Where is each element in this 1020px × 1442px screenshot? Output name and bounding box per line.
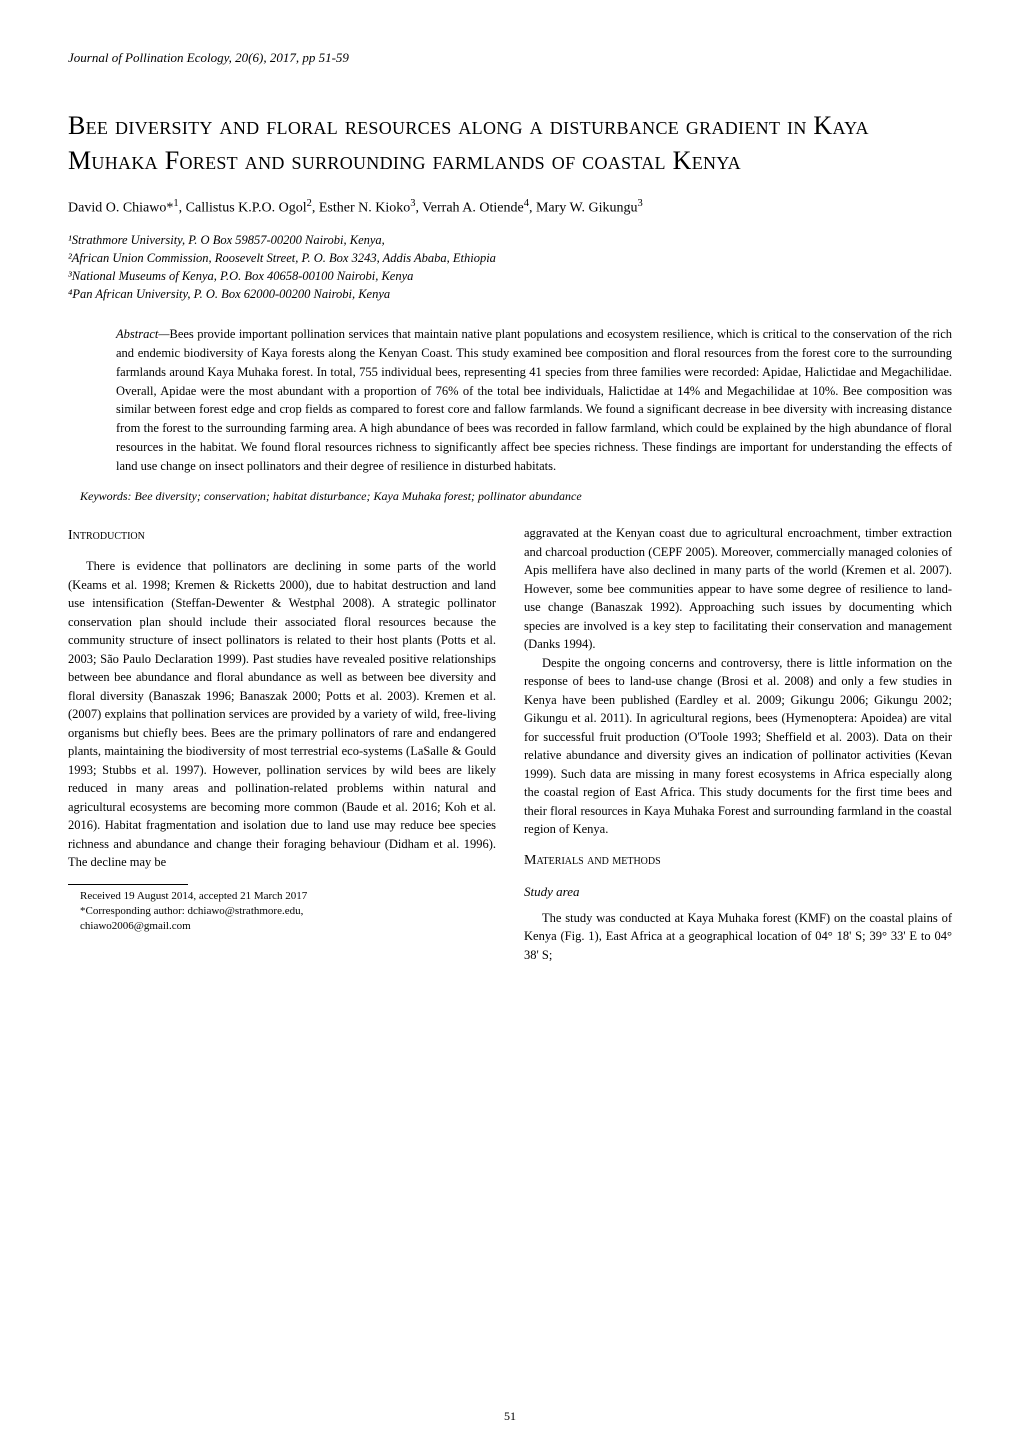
footnote-email: chiawo2006@gmail.com — [68, 919, 496, 934]
affiliation-line: ⁴Pan African University, P. O. Box 62000… — [68, 285, 952, 303]
intro-paragraph-2: Despite the ongoing concerns and controv… — [524, 654, 952, 839]
affiliation-line: ²African Union Commission, Roosevelt Str… — [68, 249, 952, 267]
subsection-heading-study-area: Study area — [524, 882, 952, 901]
page-number: 51 — [0, 1409, 1020, 1424]
abstract-text: Bees provide important pollination servi… — [116, 327, 952, 472]
affiliation-line: ¹Strathmore University, P. O Box 59857-0… — [68, 231, 952, 249]
article-title: Bee diversity and floral resources along… — [68, 108, 952, 178]
footnote-rule — [68, 884, 188, 885]
section-heading-methods: Materials and methods — [524, 851, 952, 872]
keywords-line: Keywords: Bee diversity; conservation; h… — [68, 489, 952, 504]
journal-header: Journal of Pollination Ecology, 20(6), 2… — [68, 50, 952, 66]
affiliations-block: ¹Strathmore University, P. O Box 59857-0… — [68, 231, 952, 304]
abstract-label: Abstract— — [116, 327, 169, 341]
footnote-received: Received 19 August 2014, accepted 21 Mar… — [68, 889, 496, 904]
intro-paragraph-1-continued: aggravated at the Kenyan coast due to ag… — [524, 524, 952, 654]
footnote-corresponding: *Corresponding author: dchiawo@strathmor… — [68, 904, 496, 919]
right-column: aggravated at the Kenyan coast due to ag… — [524, 524, 952, 964]
two-column-body: Introduction There is evidence that poll… — [68, 524, 952, 964]
abstract-block: Abstract—Bees provide important pollinat… — [68, 325, 952, 475]
intro-paragraph-1: There is evidence that pollinators are d… — [68, 557, 496, 872]
author-line: David O. Chiawo*1, Callistus K.P.O. Ogol… — [68, 198, 952, 217]
section-heading-introduction: Introduction — [68, 526, 496, 547]
left-column: Introduction There is evidence that poll… — [68, 524, 496, 964]
methods-paragraph-1: The study was conducted at Kaya Muhaka f… — [524, 909, 952, 965]
affiliation-line: ³National Museums of Kenya, P.O. Box 406… — [68, 267, 952, 285]
